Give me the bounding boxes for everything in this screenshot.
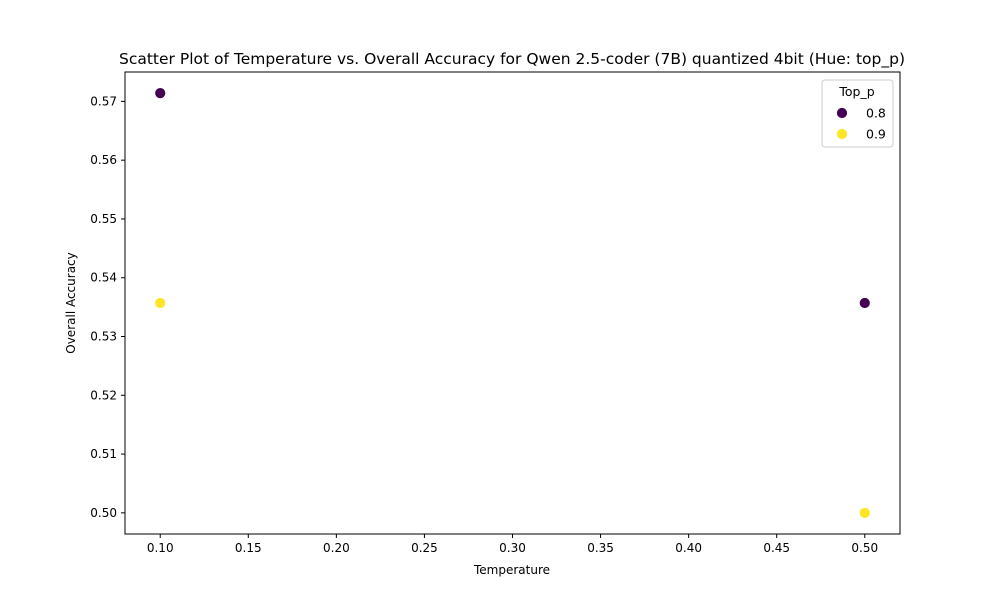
x-tick-label: 0.45 [763,541,790,555]
x-axis-label: Temperature [473,563,550,577]
x-tick-label: 0.25 [411,541,438,555]
x-tick-label: 0.35 [587,541,614,555]
y-tick-label: 0.56 [90,153,117,167]
data-point [154,87,167,100]
y-axis-label: Overall Accuracy [64,252,78,353]
x-tick-label: 0.50 [851,541,878,555]
y-tick-label: 0.51 [90,447,117,461]
legend-marker [836,107,848,119]
legend-items: 0.80.9 [836,106,886,142]
plot-area [124,71,901,535]
x-tick-label: 0.20 [323,541,350,555]
chart-title: Scatter Plot of Temperature vs. Overall … [119,50,905,69]
y-tick-label: 0.55 [90,212,117,226]
data-point [154,297,167,309]
x-axis-ticks: 0.10 0.15 0.20 0.25 0.30 0.35 0.40 0.45 0.50 [147,534,878,555]
data-points [154,87,871,519]
data-point [858,506,871,519]
x-tick-label: 0.40 [675,541,702,555]
y-tick-label: 0.54 [90,271,117,285]
y-tick-label: 0.50 [90,506,117,520]
y-tick-label: 0.53 [90,330,117,344]
legend-marker [836,128,848,140]
legend-title: Top_p [838,84,874,99]
data-point [858,297,871,309]
x-tick-label: 0.15 [235,541,262,555]
legend-label: 0.9 [866,127,886,142]
legend: Top_p 0.80.9 [821,79,894,148]
y-axis-ticks: 0.50 0.51 0.52 0.53 0.54 0.55 0.56 0.57 [90,94,125,520]
x-tick-label: 0.30 [499,541,526,555]
x-tick-label: 0.10 [147,541,174,555]
legend-label: 0.8 [866,106,886,121]
y-tick-label: 0.52 [90,388,117,402]
y-tick-label: 0.57 [90,94,117,108]
